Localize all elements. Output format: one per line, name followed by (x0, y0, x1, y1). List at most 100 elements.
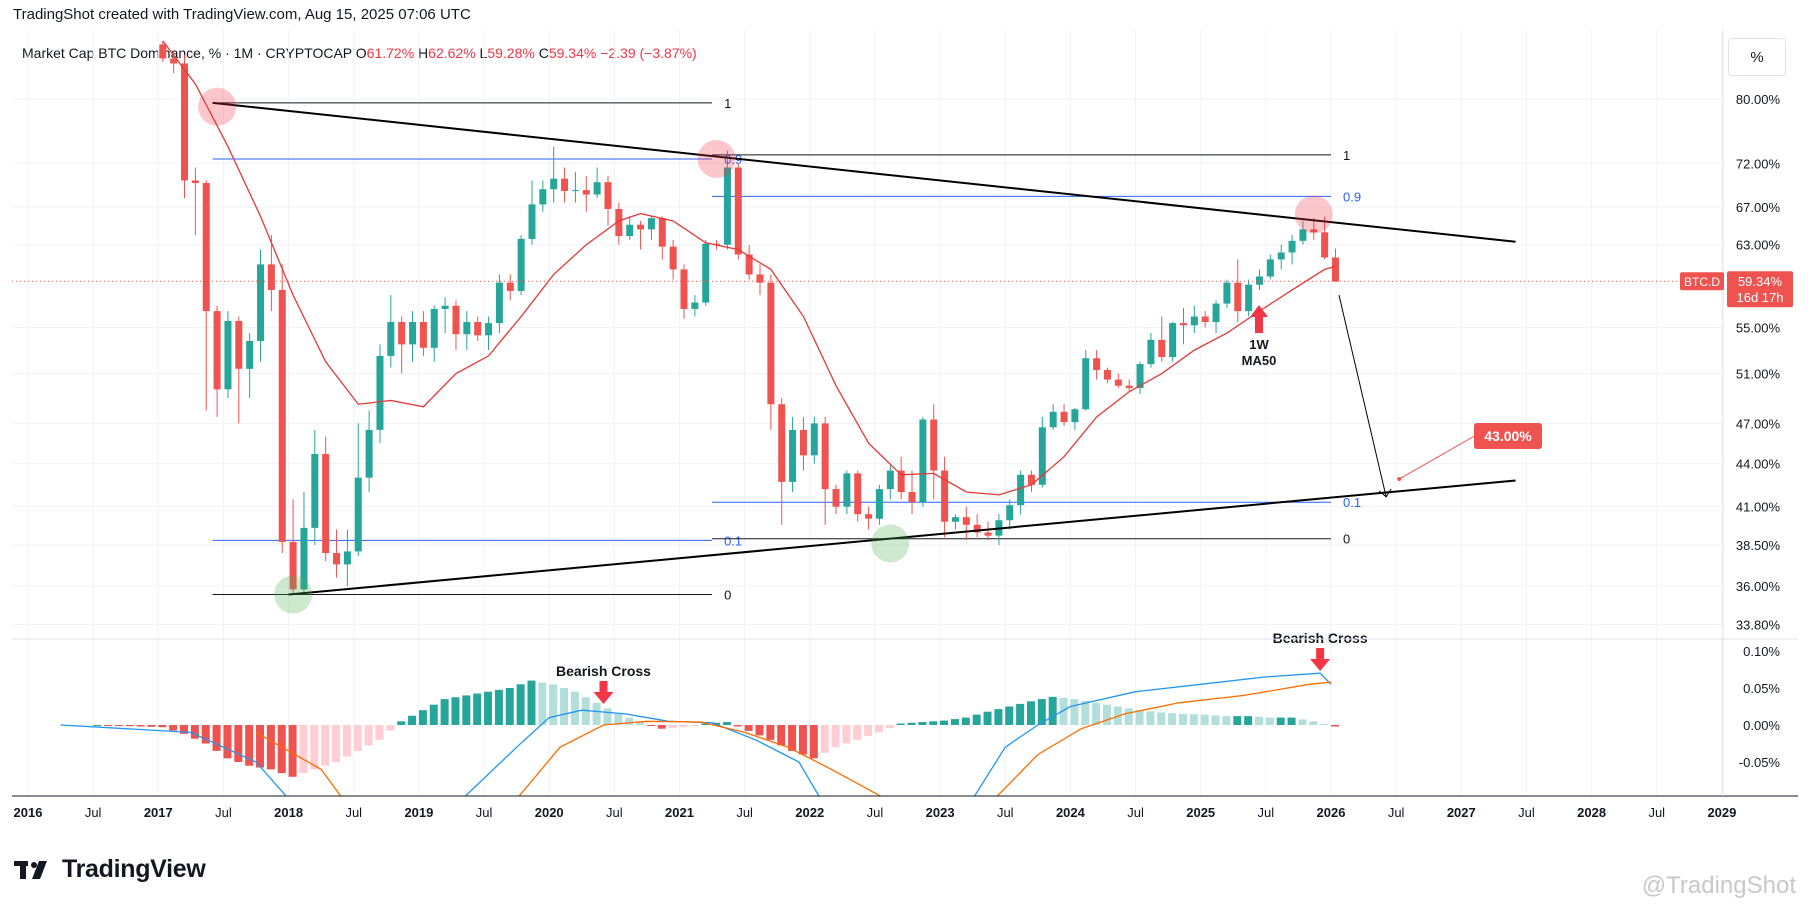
histogram-bar (940, 720, 949, 725)
histogram-bar (1211, 715, 1220, 725)
candle-body (1234, 282, 1242, 312)
time-tick-label: Jul (1648, 805, 1665, 820)
histogram-bar (592, 702, 601, 725)
candle-body (799, 429, 807, 456)
time-tick-label: 2026 (1317, 805, 1346, 820)
histogram-bar (636, 721, 645, 725)
candle-body (398, 322, 406, 345)
histogram-bar (527, 680, 536, 725)
percent-scale-button[interactable]: % (1728, 38, 1786, 76)
candle-body (495, 282, 503, 324)
candle-body (1125, 385, 1133, 389)
histogram-bar (983, 711, 992, 725)
time-tick-label: Jul (997, 805, 1014, 820)
histogram-bar (256, 725, 265, 768)
candle-body (1190, 316, 1198, 326)
candle-body (1093, 358, 1101, 370)
histogram-bar (744, 725, 753, 731)
candle-body (517, 238, 525, 291)
price-tick-label: 33.80% (1736, 617, 1781, 632)
candle-body (680, 269, 688, 309)
projection-line (1338, 295, 1387, 498)
candle-body (778, 404, 786, 482)
high-highlight-circle (1294, 195, 1333, 234)
fib-level-label: 1 (1343, 148, 1350, 163)
histogram-bar (766, 725, 775, 740)
price-tick-label: 63.00% (1736, 238, 1781, 253)
time-tick-label: 2016 (14, 805, 43, 820)
candle-body (734, 167, 742, 255)
histogram-bar (1005, 706, 1014, 725)
histogram-bar (114, 725, 123, 726)
histogram-bar (234, 725, 243, 762)
time-tick-label: Jul (345, 805, 362, 820)
histogram-bar (809, 725, 818, 759)
ma-label-line2: MA50 (1242, 353, 1277, 368)
histogram-bar (1092, 702, 1101, 725)
histogram-bar (375, 725, 384, 740)
candle-body (561, 178, 569, 191)
ticker-tag-text: BTC.D (1684, 275, 1720, 289)
histogram-bar (93, 725, 102, 726)
candle-body (343, 551, 351, 565)
highlight-circles (198, 87, 1333, 614)
candle-body (354, 477, 362, 552)
candle-body (506, 282, 514, 291)
symbol-legend: Market Cap BTC Dominance, % · 1M · CRYPT… (22, 45, 697, 61)
candle-body (582, 190, 590, 195)
fib-level-label: 0.9 (1343, 189, 1361, 204)
candle-body (832, 489, 840, 507)
price-tick-label: 67.00% (1736, 200, 1781, 215)
symbol-name[interactable]: Market Cap BTC Dominance, % · 1M · CRYPT… (22, 45, 352, 61)
histogram-bar (1265, 717, 1274, 725)
high-highlight-circle (198, 87, 237, 126)
time-tick-label: 2029 (1707, 805, 1736, 820)
trend-line (212, 101, 1516, 243)
histogram-bar (929, 721, 938, 725)
histogram-bar (451, 697, 460, 725)
candle-body (669, 246, 677, 270)
histogram-bar (212, 725, 221, 751)
candle-body (647, 218, 655, 230)
low-label: L (479, 45, 488, 61)
candle-body (1223, 282, 1231, 304)
candle-body (1103, 369, 1111, 380)
candle-body (767, 282, 775, 405)
histogram-bar (1200, 714, 1209, 725)
target-label-text: 43.00% (1484, 428, 1532, 444)
histogram-bar (1059, 697, 1068, 725)
histogram-bar (125, 725, 134, 727)
histogram-bar (1146, 711, 1155, 725)
tradingview-logo[interactable]: TradingView (14, 855, 206, 884)
low-highlight-circle (274, 575, 313, 614)
candle-body (1288, 240, 1296, 253)
histogram-bar (223, 725, 232, 759)
candle-body (1071, 409, 1079, 423)
time-tick-label: Jul (1127, 805, 1144, 820)
histogram-bar (484, 691, 493, 725)
candle-body (1158, 339, 1166, 358)
histogram-bar (397, 721, 406, 725)
histogram-bar (1026, 701, 1035, 725)
histogram-bar (266, 725, 275, 770)
histogram-bar (1287, 717, 1296, 725)
macd-histogram (93, 680, 1339, 777)
price-tick-label: 36.00% (1736, 579, 1781, 594)
annotations: Bearish Cross Bearish Cross (556, 630, 1368, 704)
histogram-bar (1233, 716, 1242, 725)
histogram-bar (657, 725, 666, 729)
author-watermark: @TradingShot (1641, 872, 1796, 899)
time-tick-label: 2027 (1447, 805, 1476, 820)
candle-body (1212, 303, 1220, 323)
candle-body (1017, 474, 1025, 506)
candle-body (886, 470, 894, 490)
candle-body (181, 63, 189, 181)
candle-body (191, 180, 199, 184)
histogram-bar (310, 725, 319, 770)
histogram-bar (408, 715, 417, 725)
histogram-bar (570, 691, 579, 725)
candle-body (539, 189, 547, 205)
histogram-bar (668, 725, 677, 728)
candle-body (984, 532, 992, 536)
